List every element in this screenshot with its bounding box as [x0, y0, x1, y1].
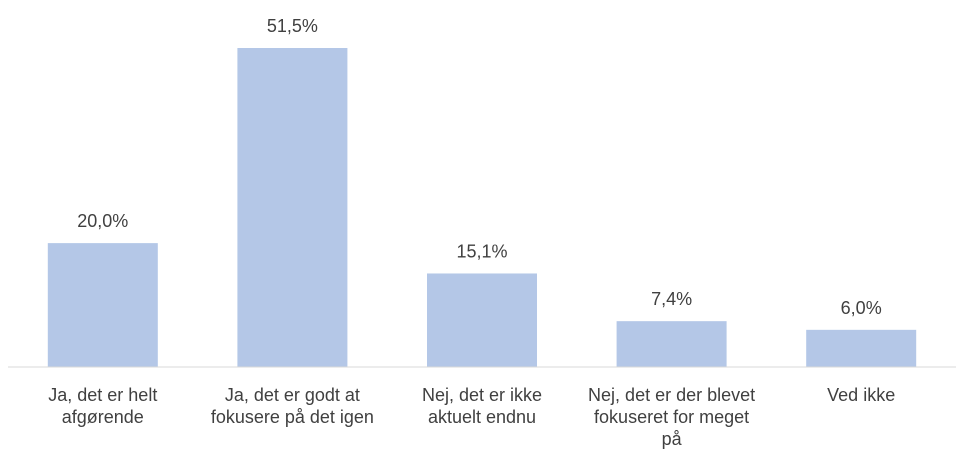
x-tick-label: Ved ikke — [827, 385, 896, 405]
value-label: 15,1% — [456, 241, 507, 261]
bar — [806, 329, 917, 367]
value-label: 51,5% — [267, 16, 318, 36]
x-tick-label: Ja, det er godt at fokusere på det igen — [210, 385, 374, 427]
x-tick-label: Nej, det er der blevet fokuseret for meg… — [588, 385, 756, 449]
value-label: 6,0% — [841, 298, 882, 318]
x-tick-label: Nej, det er ikke aktuelt endnu — [421, 385, 543, 427]
value-label: 7,4% — [651, 289, 692, 309]
bar — [237, 48, 348, 367]
x-tick-label: Ja, det er helt afgørende — [48, 385, 158, 427]
bar — [616, 321, 727, 367]
bar — [47, 243, 158, 367]
value-label: 20,0% — [77, 211, 128, 231]
bar — [427, 273, 537, 367]
